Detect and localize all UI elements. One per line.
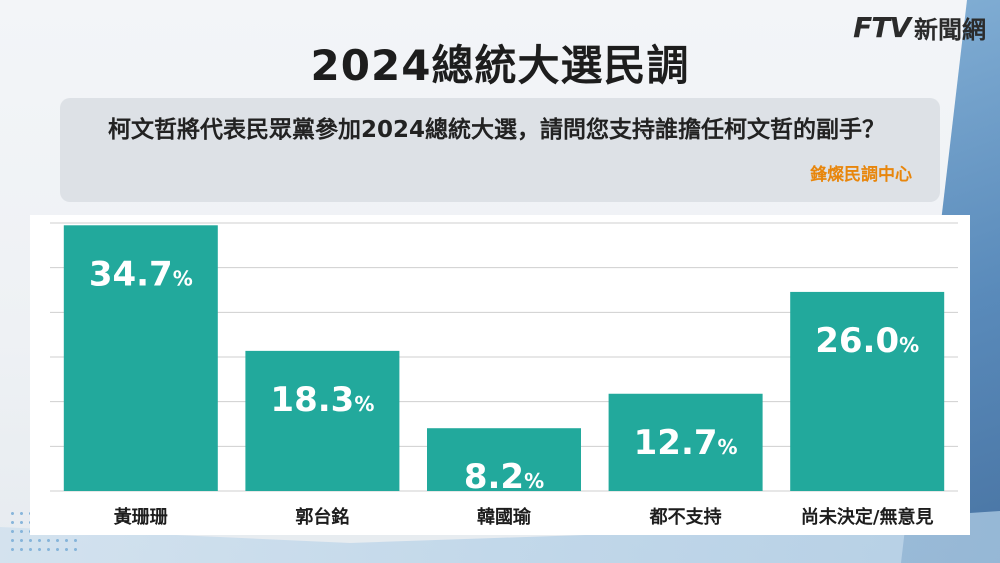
question-text: 柯文哲將代表民眾黨參加2024總統大選，請問您支持誰擔任柯文哲的副手？ <box>108 117 886 143</box>
bar-0 <box>63 225 218 491</box>
ftv-news-logo: FTV 新聞網 <box>853 10 986 44</box>
bar-2 <box>427 428 581 491</box>
bar-chart: 34.7% 黃珊珊 18.3% 郭台銘 8.2% 韓國瑜 12.7% 都不支持 26.0% 尚未決… <box>50 222 958 528</box>
bar-1 <box>245 350 400 491</box>
bar-4 <box>790 291 945 491</box>
question-box <box>60 98 940 202</box>
category-label: 郭台銘 <box>295 506 349 528</box>
logo-mark: FTV <box>853 10 911 44</box>
bar-3 <box>608 393 763 491</box>
category-label: 都不支持 <box>649 506 722 528</box>
poll-source-label: 鋒燦民調中心 <box>810 165 912 185</box>
bar-value-label: 18.3% <box>270 380 374 420</box>
category-label: 韓國瑜 <box>477 506 532 528</box>
bar-value-label: 12.7% <box>634 423 738 463</box>
logo-text: 新聞網 <box>914 15 986 44</box>
chart-panel: 34.7% 黃珊珊 18.3% 郭台銘 8.2% 韓國瑜 12.7% 都不支持 26.0% 尚未決… <box>30 215 970 535</box>
bar-value-label: 34.7% <box>89 254 193 294</box>
bar-value-label: 8.2% <box>464 457 544 497</box>
category-label: 尚未決定/無意見 <box>801 506 934 528</box>
category-label: 黃珊珊 <box>113 506 168 528</box>
bar-value-label: 26.0% <box>815 321 919 361</box>
page-title: 2024總統大選民調 <box>310 41 690 90</box>
